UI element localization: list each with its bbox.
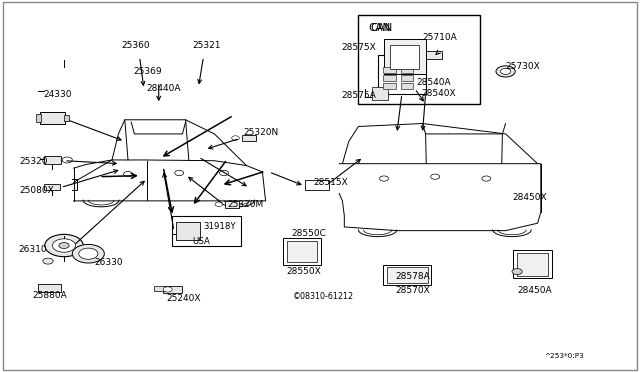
Bar: [383, 67, 396, 73]
Text: 25880A: 25880A: [32, 291, 67, 300]
Circle shape: [512, 269, 522, 275]
Text: 28575A: 28575A: [341, 92, 376, 100]
Bar: [163, 286, 182, 293]
Text: 31918Y: 31918Y: [204, 222, 236, 231]
Bar: [36, 114, 41, 122]
Text: ^253*0:P3: ^253*0:P3: [544, 353, 584, 359]
Circle shape: [496, 66, 515, 77]
Text: 28515X: 28515X: [314, 178, 348, 187]
Bar: [383, 265, 431, 285]
Circle shape: [79, 248, 98, 259]
Circle shape: [220, 170, 228, 176]
Text: 28540X: 28540X: [421, 89, 456, 98]
Bar: [387, 267, 428, 283]
Text: 25360: 25360: [122, 41, 150, 50]
Bar: [426, 51, 442, 59]
Text: 28578A: 28578A: [396, 272, 430, 280]
Circle shape: [43, 258, 53, 264]
Text: 25730X: 25730X: [506, 62, 540, 71]
Bar: [372, 87, 388, 100]
Bar: [358, 15, 480, 104]
Circle shape: [500, 68, 511, 74]
Bar: [517, 253, 548, 276]
Text: 28550C: 28550C: [291, 229, 326, 238]
Bar: [401, 83, 413, 89]
Circle shape: [175, 170, 184, 176]
Bar: [383, 75, 396, 81]
Text: 28575X: 28575X: [341, 43, 376, 52]
Text: 25321: 25321: [192, 41, 221, 50]
Bar: [283, 238, 321, 265]
Text: 28550X: 28550X: [287, 267, 321, 276]
Text: 25369: 25369: [133, 67, 162, 76]
Circle shape: [59, 243, 69, 248]
Bar: [513, 250, 552, 278]
Bar: [154, 286, 165, 291]
Bar: [401, 67, 413, 73]
Circle shape: [232, 136, 239, 140]
Circle shape: [431, 174, 440, 179]
Circle shape: [45, 234, 83, 257]
Text: 25320: 25320: [19, 157, 48, 166]
Text: 25320M: 25320M: [227, 200, 264, 209]
Bar: [287, 241, 317, 262]
Bar: [305, 180, 329, 190]
Text: 28450A: 28450A: [517, 286, 552, 295]
Text: USA: USA: [192, 237, 210, 246]
Text: CAN: CAN: [368, 23, 390, 33]
Text: 24330: 24330: [44, 90, 72, 99]
Bar: [38, 284, 61, 292]
Circle shape: [380, 176, 388, 181]
Text: ©08310-61212: ©08310-61212: [293, 292, 355, 301]
Bar: [390, 45, 419, 69]
Bar: [401, 75, 413, 81]
Text: 25710A: 25710A: [422, 33, 457, 42]
Circle shape: [163, 287, 172, 292]
Circle shape: [124, 171, 132, 177]
Bar: [40, 112, 65, 124]
Circle shape: [62, 157, 72, 163]
Bar: [44, 156, 61, 164]
Text: 25240X: 25240X: [166, 294, 201, 303]
Text: 25080X: 25080X: [19, 186, 54, 195]
Bar: [384, 39, 426, 74]
Circle shape: [215, 202, 223, 206]
Text: 28450X: 28450X: [512, 193, 547, 202]
Text: 26330: 26330: [95, 258, 124, 267]
Bar: [172, 216, 241, 246]
Circle shape: [482, 176, 491, 181]
Bar: [383, 83, 396, 89]
Bar: [44, 184, 60, 190]
Text: 28570X: 28570X: [396, 286, 430, 295]
Text: CAN: CAN: [370, 23, 392, 33]
Text: 26310: 26310: [18, 246, 47, 254]
Circle shape: [52, 239, 76, 252]
Text: 28540A: 28540A: [416, 78, 451, 87]
Bar: [64, 115, 69, 121]
Text: 25320N: 25320N: [243, 128, 278, 137]
Text: 28440A: 28440A: [146, 84, 180, 93]
Bar: [176, 222, 200, 240]
Circle shape: [72, 244, 104, 263]
Bar: [225, 201, 239, 208]
Bar: [378, 55, 426, 94]
Bar: [242, 135, 256, 141]
